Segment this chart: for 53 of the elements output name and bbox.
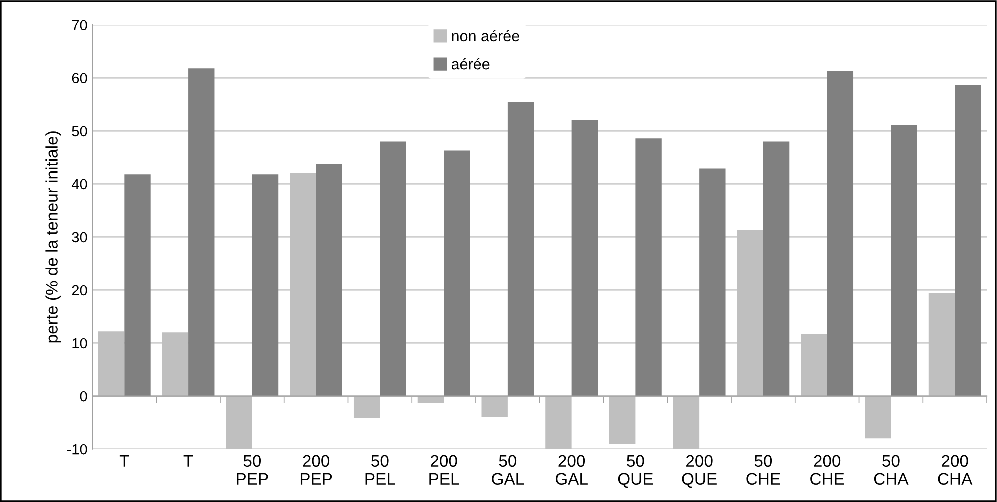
bar [124, 174, 151, 396]
bar [290, 173, 316, 396]
y-tick-label: 0 [80, 391, 88, 402]
y-tick-label: 10 [72, 338, 88, 349]
bar [316, 164, 342, 396]
x-tick-label: 200 PEP [300, 455, 332, 485]
x-tick-label: 50 GAL [492, 455, 524, 486]
bar [928, 293, 956, 396]
bar [955, 86, 982, 396]
bar [827, 71, 854, 396]
bar [700, 168, 726, 396]
y-tick-label: 40 [72, 179, 88, 190]
bar [380, 142, 406, 396]
x-tick-label: 50 CHA [874, 455, 909, 486]
bar [226, 396, 252, 450]
y-axis-title: perte (% de la teneur initiale) [46, 132, 62, 343]
bar [252, 174, 279, 396]
y-tick-label: 50 [72, 126, 88, 137]
bar [546, 396, 572, 450]
x-tick-label: 50 QUE [618, 455, 654, 488]
bar [98, 332, 125, 396]
x-tick-label: 50 CHE [746, 455, 780, 486]
bar [610, 396, 636, 445]
bar [865, 396, 892, 439]
x-tick-label: 50 PEL [366, 455, 396, 485]
legend-label: aérée [452, 58, 490, 70]
x-tick-label: 200 GAL [556, 455, 588, 486]
y-tick-label: 20 [72, 285, 88, 296]
bar [508, 102, 534, 396]
bar [572, 120, 598, 396]
x-tick-label: T [184, 455, 194, 467]
x-tick-label: 50 PEP [237, 455, 268, 485]
bar [354, 396, 380, 418]
y-tick-label: 30 [72, 232, 88, 243]
bar [673, 396, 700, 450]
x-tick-label: T [120, 455, 130, 467]
legend-label: non aérée [452, 30, 520, 42]
bar [188, 68, 215, 396]
x-tick-label: 200 QUE [682, 455, 717, 488]
bar [162, 332, 189, 396]
y-tick-label: 70 [72, 20, 88, 31]
bar [444, 150, 470, 396]
x-tick-label: 200 CHA [938, 455, 973, 486]
bar [482, 396, 508, 418]
bar [801, 334, 828, 396]
x-tick-label: 200 PEL [430, 455, 460, 485]
y-tick-label: 60 [72, 73, 88, 84]
bar [891, 125, 918, 396]
bar [636, 138, 662, 396]
x-tick-label: 200 CHE [810, 455, 844, 486]
bar [737, 230, 764, 396]
y-tick-label: -10 [67, 444, 88, 455]
bar [763, 142, 790, 396]
